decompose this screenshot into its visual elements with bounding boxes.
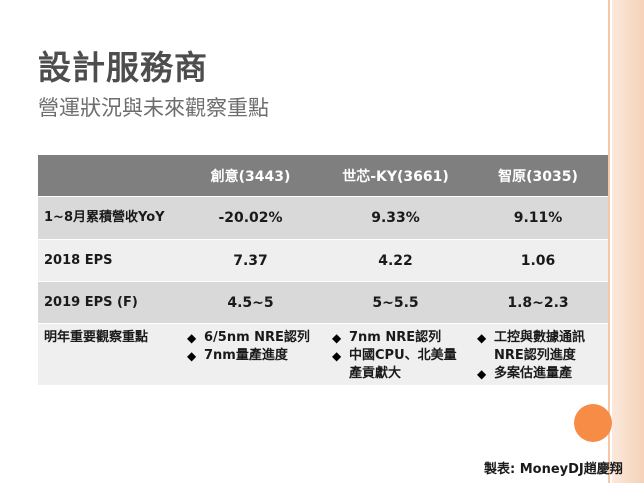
- row-label-eps-2019f: 2019 EPS (F): [38, 281, 178, 324]
- table-cell: 4.22: [323, 239, 468, 282]
- list-item-text: 7nm NRE認列: [349, 330, 442, 345]
- table-header-gui: 創意(3443): [178, 154, 323, 197]
- table-row: 明年重要觀察重點 ◆ 6/5nm NRE認列 ◆ 7nm量產進度 ◆ 7nm NRE認…: [38, 323, 608, 386]
- table-cell: 9.11%: [468, 196, 608, 240]
- list-item: ◆ 中國CPU、北美量產貢獻大: [329, 347, 462, 383]
- diamond-bullet-icon: ◆: [187, 331, 197, 345]
- table-cell: 5~5.5: [323, 281, 468, 324]
- list-item-text: 6/5nm NRE認列: [204, 330, 310, 345]
- row-label-eps-2018: 2018 EPS: [38, 239, 178, 282]
- list-item-text: 工控與數據通訊NRE認列進度: [494, 330, 586, 363]
- diamond-bullet-icon: ◆: [332, 349, 342, 363]
- table-row: 1~8月累積營收YoY -20.02% 9.33% 9.11%: [38, 196, 608, 240]
- comparison-table: 創意(3443) 世芯-KY(3661) 智原(3035) 1~8月累積營收Yo…: [38, 154, 608, 386]
- table-header-faraday: 智原(3035): [468, 154, 608, 197]
- table-cell: 9.33%: [323, 196, 468, 240]
- list-item: ◆ 6/5nm NRE認列: [184, 329, 317, 347]
- slide-subtitle: 營運狀況與未來觀察重點: [38, 96, 269, 120]
- bullet-list: ◆ 工控與數據通訊NRE認列進度 ◆ 多案估進量產: [474, 329, 602, 383]
- table-header-alchip: 世芯-KY(3661): [323, 154, 468, 197]
- list-item-text: 7nm量產進度: [204, 348, 288, 363]
- table-cell: 1.06: [468, 239, 608, 282]
- list-item: ◆ 7nm量產進度: [184, 347, 317, 365]
- diamond-bullet-icon: ◆: [187, 349, 197, 363]
- list-item-text: 中國CPU、北美量產貢獻大: [349, 348, 457, 381]
- table-row: 2019 EPS (F) 4.5~5 5~5.5 1.8~2.3: [38, 281, 608, 324]
- slide-title: 設計服務商: [38, 48, 208, 87]
- row-label-watch-points: 明年重要觀察重點: [38, 323, 178, 386]
- table-cell: 4.5~5: [178, 281, 323, 324]
- diamond-bullet-icon: ◆: [477, 367, 487, 381]
- table-header-corner: [38, 154, 178, 197]
- table-cell: ◆ 7nm NRE認列 ◆ 中國CPU、北美量產貢獻大: [323, 323, 468, 386]
- table-header-row: 創意(3443) 世芯-KY(3661) 智原(3035): [38, 154, 608, 197]
- diamond-bullet-icon: ◆: [332, 331, 342, 345]
- table-cell: 7.37: [178, 239, 323, 282]
- table-cell: ◆ 6/5nm NRE認列 ◆ 7nm量產進度: [178, 323, 323, 386]
- list-item: ◆ 工控與數據通訊NRE認列進度: [474, 329, 602, 365]
- list-item: ◆ 多案估進量產: [474, 365, 602, 383]
- list-item: ◆ 7nm NRE認列: [329, 329, 462, 347]
- source-credit: 製表: MoneyDJ趙慶翔: [484, 462, 623, 477]
- decorative-orange-circle: [574, 404, 612, 442]
- table-cell: 1.8~2.3: [468, 281, 608, 324]
- table-cell: -20.02%: [178, 196, 323, 240]
- decorative-side-line: [608, 0, 610, 483]
- table-row: 2018 EPS 7.37 4.22 1.06: [38, 239, 608, 282]
- decorative-side-band: [612, 0, 644, 483]
- table-cell: ◆ 工控與數據通訊NRE認列進度 ◆ 多案估進量產: [468, 323, 608, 386]
- bullet-list: ◆ 6/5nm NRE認列 ◆ 7nm量產進度: [184, 329, 317, 365]
- bullet-list: ◆ 7nm NRE認列 ◆ 中國CPU、北美量產貢獻大: [329, 329, 462, 383]
- row-label-revenue-yoy: 1~8月累積營收YoY: [38, 196, 178, 240]
- diamond-bullet-icon: ◆: [477, 331, 487, 345]
- list-item-text: 多案估進量產: [494, 366, 573, 381]
